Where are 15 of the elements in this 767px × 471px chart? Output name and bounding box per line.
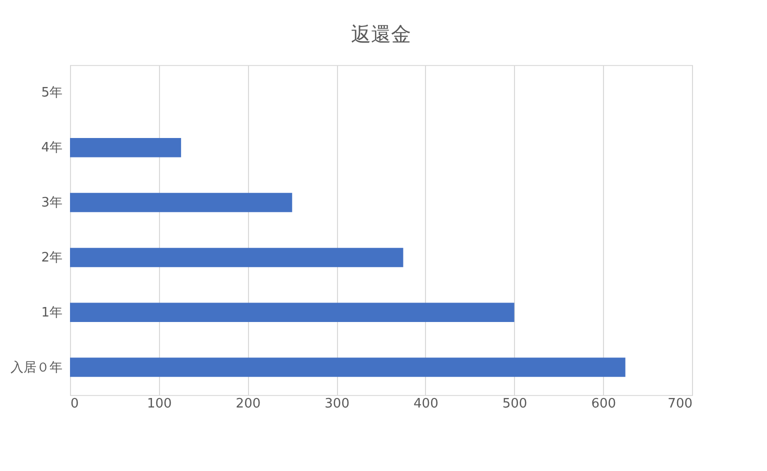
x-tick-label: 600 bbox=[591, 396, 616, 412]
y-tick-label: 入居０年 bbox=[10, 360, 62, 376]
x-tick-label: 200 bbox=[236, 396, 261, 412]
chart-title: 返還金 bbox=[351, 22, 411, 46]
x-tick-label: 100 bbox=[146, 396, 172, 412]
y-tick-label: 1年 bbox=[41, 305, 62, 320]
x-tick-label: 0 bbox=[70, 396, 79, 412]
y-tick-label: 3年 bbox=[41, 196, 62, 211]
x-tick-label: 400 bbox=[414, 396, 438, 412]
y-tick-label: 5年 bbox=[41, 86, 62, 101]
y-tick-label: 2年 bbox=[41, 250, 62, 266]
x-tick-label: 300 bbox=[324, 396, 350, 412]
y-tick-label: 4年 bbox=[41, 140, 62, 156]
x-tick-label: 500 bbox=[502, 396, 528, 412]
x-tick-label: 700 bbox=[668, 396, 692, 412]
